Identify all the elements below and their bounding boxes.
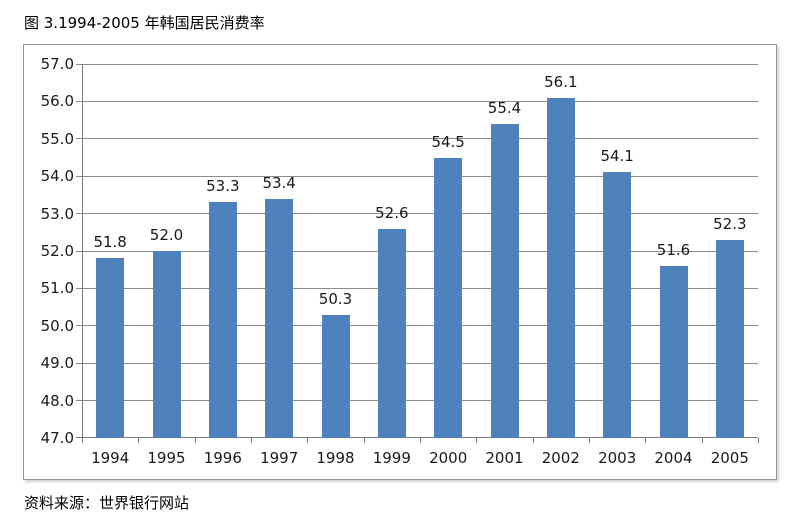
x-axis-tick	[82, 438, 83, 443]
bar-value-label: 52.3	[713, 214, 747, 233]
bar	[321, 314, 350, 438]
y-tick-label: 51.0	[40, 279, 74, 298]
y-axis-line	[82, 64, 83, 438]
x-axis-tick	[251, 438, 252, 443]
chart-title: 图 3.1994-2005 年韩国居民消费率	[24, 14, 265, 32]
x-category-label: 1997	[260, 449, 299, 467]
y-gridline	[76, 362, 758, 364]
x-axis-tick	[420, 438, 421, 443]
x-axis-tick	[645, 438, 647, 443]
source-note: 资料来源：世界银行网站	[24, 494, 190, 512]
bar	[490, 123, 519, 438]
x-category-label: 1994	[91, 449, 130, 467]
y-tick-label: 55.0	[40, 129, 74, 148]
bar	[434, 157, 463, 438]
bar-value-label: 53.4	[262, 173, 296, 192]
x-category-label: 2003	[598, 449, 637, 467]
bar-value-label: 56.1	[544, 72, 578, 91]
x-axis-tick	[194, 438, 196, 443]
y-gridline	[76, 287, 758, 289]
bar	[96, 258, 125, 438]
bar-value-label: 52.6	[375, 203, 409, 222]
bar-value-label: 53.3	[206, 177, 240, 196]
bar-value-label: 55.4	[487, 98, 522, 117]
x-category-label: 2000	[429, 449, 468, 467]
bar	[715, 239, 744, 438]
bar	[152, 251, 181, 438]
x-category-label: 1995	[147, 449, 186, 467]
plot-area: 57.0 56.0 55.0 54.0 53.0 52.0 51.0 50.0 49.0 48.0…	[41, 56, 759, 467]
x-axis-line	[76, 437, 758, 438]
x-axis-tick	[307, 438, 309, 443]
y-gridline	[76, 100, 758, 102]
y-gridline	[76, 63, 758, 65]
x-category-label: 2005	[710, 449, 749, 467]
x-axis-tick	[476, 438, 478, 443]
y-gridline	[76, 250, 758, 252]
bar-value-label: 51.6	[656, 240, 691, 259]
y-tick-label: 47.0	[40, 429, 74, 447]
bar-value-label: 50.3	[318, 289, 353, 308]
y-tick-label: 50.0	[40, 316, 74, 335]
bar-value-label: 54.1	[600, 147, 634, 166]
bar-value-label: 54.5	[431, 132, 465, 151]
y-gridline	[76, 213, 758, 215]
x-category-label: 2002	[541, 449, 580, 467]
x-axis-tick	[363, 438, 365, 443]
x-axis-tick	[138, 438, 140, 443]
x-axis-tick	[532, 438, 534, 443]
x-category-label: 1998	[316, 449, 355, 467]
y-gridline	[76, 175, 758, 177]
y-tick-label: 54.0	[40, 167, 74, 186]
bar-value-label: 52.0	[149, 226, 184, 244]
y-gridline	[76, 325, 758, 327]
y-tick-label: 56.0	[40, 92, 74, 111]
y-tick-label: 48.0	[40, 391, 74, 410]
bar	[265, 198, 294, 438]
x-axis-tick	[589, 438, 590, 443]
x-category-label: 2001	[485, 449, 524, 467]
bar-value-label: 51.8	[93, 233, 127, 252]
bar	[603, 172, 632, 438]
bar	[546, 97, 575, 438]
x-axis-tick	[701, 438, 703, 443]
x-category-label: 2004	[654, 449, 693, 467]
x-axis-tick	[758, 438, 759, 443]
y-tick-label: 53.0	[40, 204, 74, 223]
x-category-label: 1996	[203, 449, 242, 467]
y-tick-label: 49.0	[40, 354, 74, 373]
bar	[208, 202, 237, 438]
chart-frame: 57.0 56.0 55.0 54.0 53.0 52.0 51.0 50.0 49.0 48.0…	[23, 44, 777, 480]
bar	[377, 228, 406, 438]
y-gridline	[76, 138, 758, 140]
y-tick-label: 52.0	[40, 242, 74, 260]
bar	[659, 265, 688, 438]
y-tick-label: 57.0	[40, 55, 74, 73]
x-category-label: 1999	[372, 449, 411, 467]
y-gridline	[76, 400, 758, 402]
